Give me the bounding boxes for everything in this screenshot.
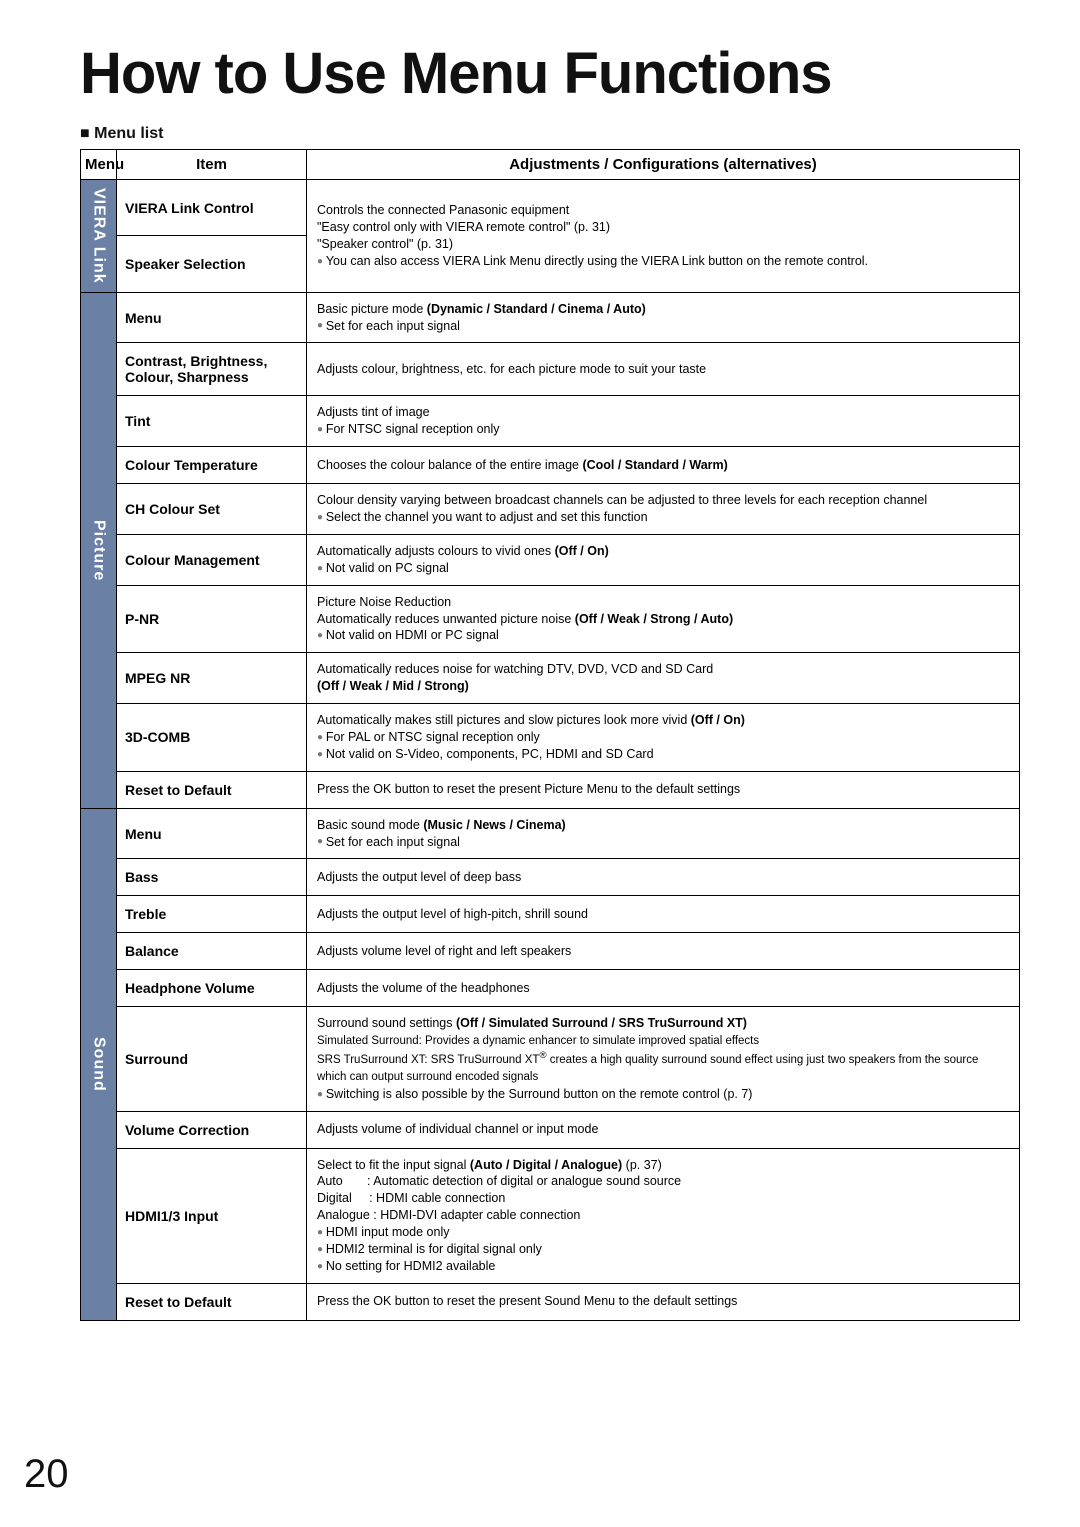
item-cell: HDMI1/3 Input xyxy=(117,1148,307,1283)
item-cell: Reset to Default xyxy=(117,771,307,808)
adjustment-cell: Picture Noise ReductionAutomatically red… xyxy=(307,585,1020,653)
adjustment-cell: Adjusts volume level of right and left s… xyxy=(307,933,1020,970)
adjustment-cell: Automatically adjusts colours to vivid o… xyxy=(307,534,1020,585)
item-cell: Tint xyxy=(117,396,307,447)
menu-list-heading: Menu list xyxy=(80,125,1020,143)
table-row: PictureMenuBasic picture mode (Dynamic /… xyxy=(81,292,1020,343)
item-cell: Reset to Default xyxy=(117,1283,307,1320)
item-cell: CH Colour Set xyxy=(117,484,307,535)
adjustment-cell: Automatically reduces noise for watching… xyxy=(307,653,1020,704)
item-cell: VIERA Link Control xyxy=(117,180,307,236)
table-row: MPEG NRAutomatically reduces noise for w… xyxy=(81,653,1020,704)
page-title: How to Use Menu Functions xyxy=(80,40,1020,107)
item-cell: Volume Correction xyxy=(117,1111,307,1148)
adjustment-cell: Adjusts the output level of deep bass xyxy=(307,859,1020,896)
adjustment-cell: Surround sound settings (Off / Simulated… xyxy=(307,1007,1020,1111)
adjustment-cell: Adjusts the volume of the headphones xyxy=(307,970,1020,1007)
table-row: VIERA LinkVIERA Link ControlControls the… xyxy=(81,180,1020,236)
table-row: SoundMenuBasic sound mode (Music / News … xyxy=(81,808,1020,859)
item-cell: Surround xyxy=(117,1007,307,1111)
menu-group-label: Sound xyxy=(81,808,117,1320)
table-row: Colour ManagementAutomatically adjusts c… xyxy=(81,534,1020,585)
item-cell: Colour Management xyxy=(117,534,307,585)
adjustment-cell: Adjusts the output level of high-pitch, … xyxy=(307,896,1020,933)
menu-group-label: Picture xyxy=(81,292,117,808)
menu-group-label: VIERA Link xyxy=(81,180,117,293)
table-row: Reset to DefaultPress the OK button to r… xyxy=(81,1283,1020,1320)
table-row: BassAdjusts the output level of deep bas… xyxy=(81,859,1020,896)
table-row: 3D-COMBAutomatically makes still picture… xyxy=(81,704,1020,772)
adjustment-cell: Automatically makes still pictures and s… xyxy=(307,704,1020,772)
item-cell: Treble xyxy=(117,896,307,933)
table-row: Headphone VolumeAdjusts the volume of th… xyxy=(81,970,1020,1007)
table-row: SurroundSurround sound settings (Off / S… xyxy=(81,1007,1020,1111)
item-cell: Colour Temperature xyxy=(117,447,307,484)
table-row: TrebleAdjusts the output level of high-p… xyxy=(81,896,1020,933)
item-cell: Contrast, Brightness, Colour, Sharpness xyxy=(117,343,307,396)
table-row: Reset to DefaultPress the OK button to r… xyxy=(81,771,1020,808)
menu-table: Menu Item Adjustments / Configurations (… xyxy=(80,149,1020,1321)
adjustment-cell: Chooses the colour balance of the entire… xyxy=(307,447,1020,484)
table-row: Contrast, Brightness, Colour, SharpnessA… xyxy=(81,343,1020,396)
table-row: TintAdjusts tint of imageFor NTSC signal… xyxy=(81,396,1020,447)
item-cell: Menu xyxy=(117,808,307,859)
adjustment-cell: Press the OK button to reset the present… xyxy=(307,1283,1020,1320)
adjustment-cell: Adjusts tint of imageFor NTSC signal rec… xyxy=(307,396,1020,447)
item-cell: Speaker Selection xyxy=(117,236,307,292)
table-row: Volume CorrectionAdjusts volume of indiv… xyxy=(81,1111,1020,1148)
adjustment-cell: Colour density varying between broadcast… xyxy=(307,484,1020,535)
table-row: HDMI1/3 InputSelect to fit the input sig… xyxy=(81,1148,1020,1283)
adjustment-cell: Basic sound mode (Music / News / Cinema)… xyxy=(307,808,1020,859)
item-cell: Bass xyxy=(117,859,307,896)
adjustment-cell: Basic picture mode (Dynamic / Standard /… xyxy=(307,292,1020,343)
adjustment-cell: Select to fit the input signal (Auto / D… xyxy=(307,1148,1020,1283)
table-row: BalanceAdjusts volume level of right and… xyxy=(81,933,1020,970)
header-adj: Adjustments / Configurations (alternativ… xyxy=(307,150,1020,180)
table-row: CH Colour SetColour density varying betw… xyxy=(81,484,1020,535)
item-cell: MPEG NR xyxy=(117,653,307,704)
table-row: P-NRPicture Noise ReductionAutomatically… xyxy=(81,585,1020,653)
item-cell: Menu xyxy=(117,292,307,343)
adjustment-cell: Controls the connected Panasonic equipme… xyxy=(307,180,1020,293)
header-menu: Menu xyxy=(81,150,117,180)
adjustment-cell: Adjusts volume of individual channel or … xyxy=(307,1111,1020,1148)
page-number: 20 xyxy=(24,1452,69,1497)
item-cell: P-NR xyxy=(117,585,307,653)
item-cell: Balance xyxy=(117,933,307,970)
item-cell: 3D-COMB xyxy=(117,704,307,772)
item-cell: Headphone Volume xyxy=(117,970,307,1007)
adjustment-cell: Press the OK button to reset the present… xyxy=(307,771,1020,808)
adjustment-cell: Adjusts colour, brightness, etc. for eac… xyxy=(307,343,1020,396)
table-row: Colour TemperatureChooses the colour bal… xyxy=(81,447,1020,484)
header-item: Item xyxy=(117,150,307,180)
